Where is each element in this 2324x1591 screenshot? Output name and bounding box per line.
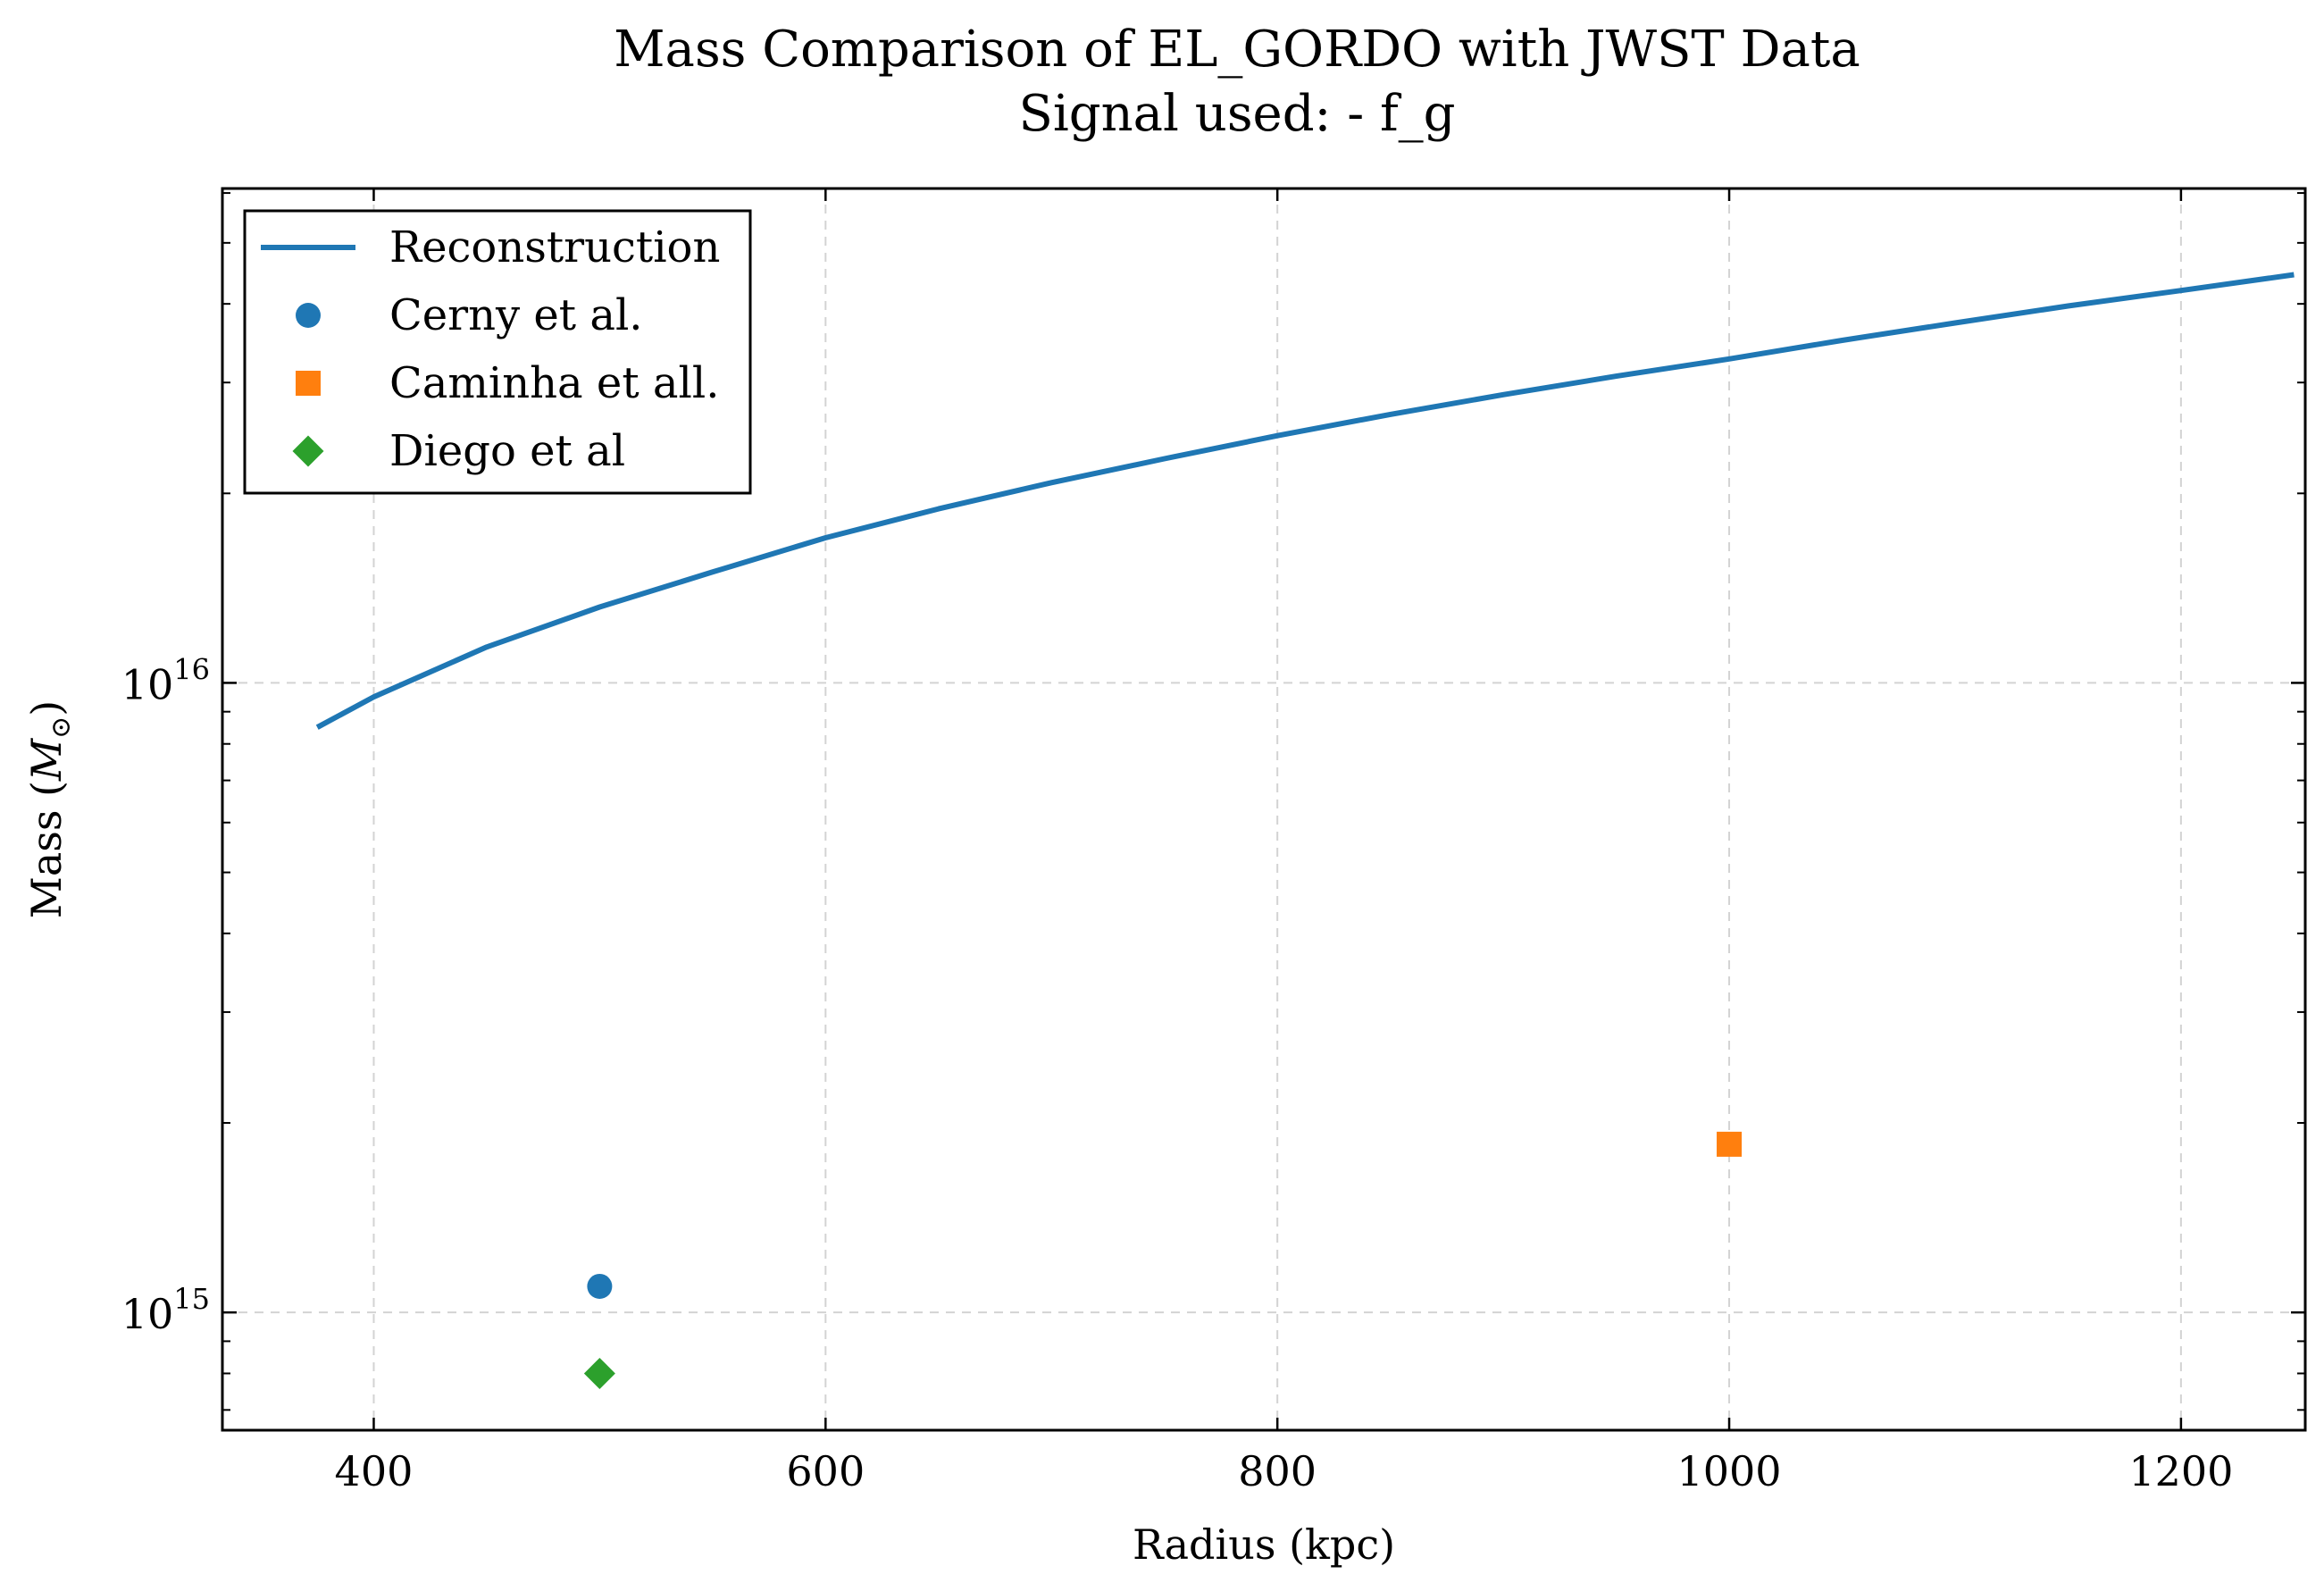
legend: Reconstruction Cerny et al. Caminha et all… [243, 209, 752, 495]
x-axis-label: Radius (kpc) [1133, 1520, 1395, 1569]
x-tick-label: 800 [1238, 1447, 1317, 1495]
legend-label-cerny-et-al: Cerny et al. [389, 290, 643, 340]
legend-box [243, 209, 752, 495]
legend-swatch-caminha-et-all [296, 371, 321, 396]
legend-swatch-cerny-et-al [296, 303, 321, 328]
plot-area [315, 272, 2295, 1389]
data-point-cerny-et-al [587, 1273, 613, 1299]
plot-frame [221, 187, 2307, 1432]
y-axis-label: Mass (M⊙) [22, 700, 77, 919]
y-tick-label: 1015 [121, 1282, 210, 1338]
legend-label-reconstruction: Reconstruction [389, 222, 720, 272]
data-point-diego-et-al [583, 1357, 615, 1389]
grid [222, 188, 2305, 1430]
chart-subtitle: Signal used: - f_g [1018, 85, 1455, 143]
x-tick-label: 400 [335, 1447, 414, 1495]
chart-title: Mass Comparison of EL_GORDO with JWST Da… [614, 21, 1860, 79]
data-point-caminha-et-all [1717, 1131, 1743, 1157]
axis-ticks: 400 600 800 1000 1200 1015 1016 [121, 188, 2305, 1495]
legend-label-caminha-et-all: Caminha et all. [389, 358, 719, 408]
legend-swatch-diego-et-al [292, 435, 324, 467]
x-tick-label: 1200 [2128, 1447, 2233, 1495]
x-tick-label: 1000 [1676, 1447, 1781, 1495]
legend-label-diego-et-al: Diego et al [389, 426, 625, 476]
x-tick-label: 600 [786, 1447, 865, 1495]
series-line-reconstruction [315, 272, 2295, 730]
y-tick-label: 1016 [121, 652, 210, 708]
